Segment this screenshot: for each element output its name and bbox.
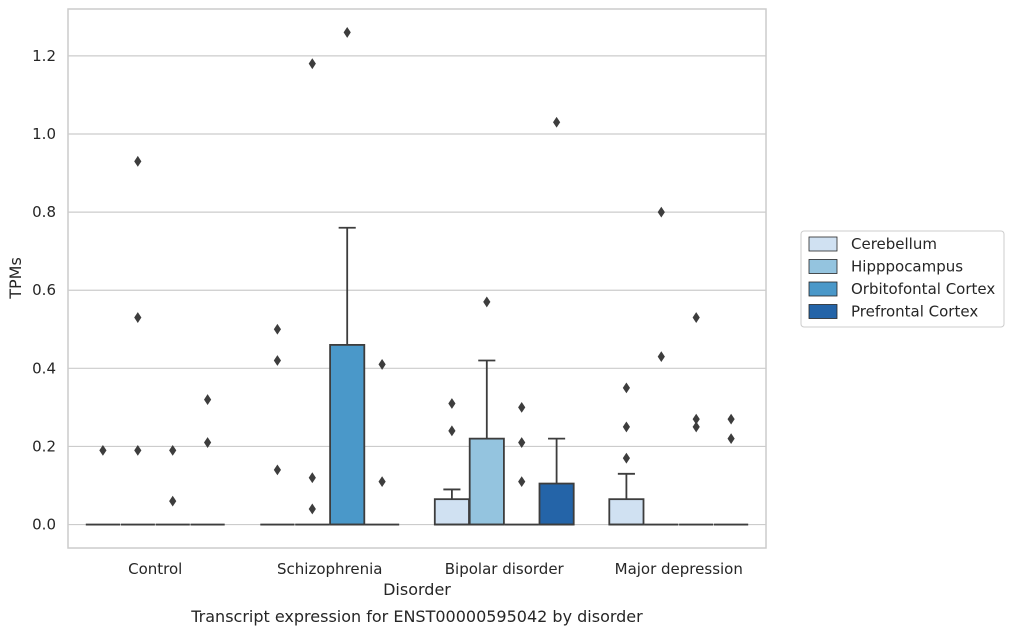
y-tick-label: 0.0 xyxy=(32,516,56,534)
outlier-point xyxy=(692,421,700,433)
legend-swatch xyxy=(808,259,838,274)
outlier-point xyxy=(622,382,630,394)
outlier-point xyxy=(622,452,630,464)
y-tick-label: 0.8 xyxy=(32,203,56,221)
outlier-point xyxy=(308,503,316,515)
legend-label: Cerebellum xyxy=(851,235,937,253)
box-body xyxy=(538,482,575,526)
box-2-2 xyxy=(504,401,539,526)
outlier-point xyxy=(169,495,177,507)
outlier-point xyxy=(273,355,281,366)
x-tick-label: Major depression xyxy=(615,560,743,578)
box-0-0 xyxy=(85,444,121,526)
chart-caption: Transcript expression for ENST0000059504… xyxy=(190,607,643,626)
outlier-point xyxy=(692,413,700,425)
outlier-point xyxy=(553,116,561,128)
outlier-point xyxy=(518,401,526,413)
box-1-3 xyxy=(364,359,400,526)
outlier-point xyxy=(692,312,700,323)
box-1-0 xyxy=(260,323,295,526)
outlier-point xyxy=(483,296,491,308)
y-tick-label: 0.4 xyxy=(32,359,56,377)
legend-label: Prefrontal Cortex xyxy=(851,303,978,321)
x-tick-labels: Control Schizophrenia Bipolar disorder Majo… xyxy=(128,560,743,578)
box-0-2 xyxy=(155,444,190,526)
outlier-point xyxy=(273,323,281,335)
legend-item: Hipppocampus xyxy=(808,258,963,276)
y-tick-label: 0.6 xyxy=(32,281,56,299)
outlier-point xyxy=(448,398,456,409)
outlier-point xyxy=(657,351,665,363)
y-tick-label: 1.2 xyxy=(32,47,56,65)
outlier-point xyxy=(657,206,665,218)
x-tick-label: Control xyxy=(128,560,182,578)
box-3-0 xyxy=(608,382,645,526)
y-tick-labels: 0.0 0.2 0.4 0.6 0.8 1.0 1.2 xyxy=(32,47,56,534)
legend-swatch xyxy=(808,304,838,319)
outlier-point xyxy=(134,444,142,456)
box-2-1 xyxy=(468,296,505,526)
outlier-point xyxy=(378,476,386,488)
outlier-point xyxy=(518,437,526,448)
box-body xyxy=(329,343,366,526)
legend-item: Prefrontal Cortex xyxy=(808,303,978,321)
outlier-point xyxy=(727,433,735,445)
legend-swatch xyxy=(808,281,838,297)
legend[interactable]: Cerebellum Hipppocampus Orbitofontal Corte… xyxy=(800,230,1005,328)
outlier-point xyxy=(378,359,386,370)
outlier-point xyxy=(204,437,212,448)
x-tick-label: Bipolar disorder xyxy=(445,560,565,578)
box-0-1 xyxy=(120,155,155,526)
box-1-1 xyxy=(295,58,330,526)
x-tick-label: Schizophrenia xyxy=(277,560,382,578)
y-axis-title: TPMs xyxy=(6,257,25,300)
outlier-point xyxy=(308,472,316,484)
box-3-1 xyxy=(644,206,679,526)
legend-label: Hipppocampus xyxy=(851,258,963,276)
outlier-point xyxy=(622,421,630,433)
outlier-point xyxy=(727,413,735,425)
x-axis-title: Disorder xyxy=(383,580,451,599)
y-tick-label: 0.2 xyxy=(32,437,56,455)
box-3-2 xyxy=(679,312,714,526)
plot-area-frame xyxy=(67,8,767,549)
outlier-point xyxy=(518,476,526,488)
legend-item: Orbitofontal Cortex xyxy=(808,280,995,298)
box-marks xyxy=(85,27,749,526)
box-2-3 xyxy=(538,116,575,526)
box-body xyxy=(608,498,645,526)
legend-label: Orbitofontal Cortex xyxy=(851,280,995,298)
box-body xyxy=(468,437,505,526)
outlier-point xyxy=(169,444,177,456)
y-tick-label: 1.0 xyxy=(32,125,56,143)
box-1-2 xyxy=(329,27,366,526)
box-3-3 xyxy=(713,413,749,526)
box-2-0 xyxy=(433,398,470,526)
box-body xyxy=(433,498,470,526)
outlier-point xyxy=(134,155,142,167)
legend-swatch xyxy=(808,236,838,252)
outlier-point xyxy=(343,27,351,38)
outlier-point xyxy=(273,464,281,476)
outlier-point xyxy=(99,444,107,456)
legend-item: Cerebellum xyxy=(808,235,937,253)
outlier-point xyxy=(204,394,212,405)
outlier-point xyxy=(448,425,456,437)
grid-lines xyxy=(68,55,766,526)
outlier-point xyxy=(134,312,142,323)
box-0-3 xyxy=(190,394,225,526)
legend-frame xyxy=(800,230,1005,328)
outlier-point xyxy=(308,58,316,70)
